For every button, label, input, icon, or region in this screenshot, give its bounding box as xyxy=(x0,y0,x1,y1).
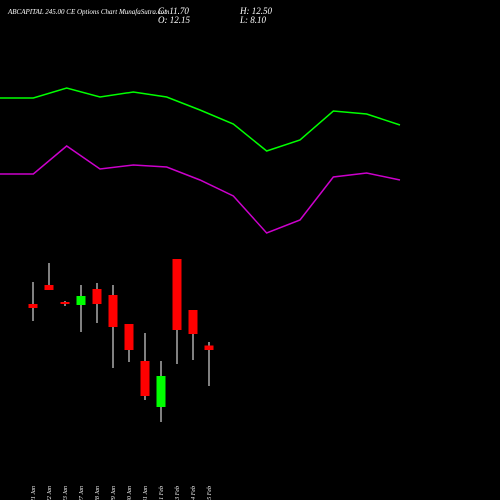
x-tick-label: 31 Jan xyxy=(143,486,149,500)
candle-body xyxy=(172,259,182,330)
candle-body xyxy=(188,310,198,334)
x-tick-label: 23 Jan xyxy=(63,486,69,500)
chart-title: ABCAPITAL 245.00 CE Options Chart Munafa… xyxy=(7,8,169,16)
x-tick-label: 03 Feb xyxy=(175,486,181,500)
candle-body xyxy=(108,295,118,327)
x-tick-label: 04 Feb xyxy=(190,486,197,500)
candle-body xyxy=(140,361,150,396)
candle-body xyxy=(92,289,102,304)
x-tick-label: 30 Jan xyxy=(127,486,133,500)
candle-body xyxy=(76,296,86,305)
info-low: L: 8.10 xyxy=(239,15,267,25)
indicator-line xyxy=(0,87,401,152)
info-high: H: 12.50 xyxy=(239,6,272,16)
indicator-line xyxy=(0,145,401,234)
x-tick-label: 21 Jan xyxy=(31,486,37,500)
info-close: C: 11.70 xyxy=(158,6,189,16)
x-tick-label: 27 Jan xyxy=(79,486,85,500)
x-tick-label: 28 Jan xyxy=(95,486,101,500)
candle-body xyxy=(156,376,166,407)
candle-body xyxy=(44,285,54,290)
candle-body xyxy=(124,324,134,350)
x-tick-label: 05 Feb xyxy=(207,486,213,500)
candle-body xyxy=(60,302,70,304)
info-open: O: 12.15 xyxy=(158,15,190,25)
candle-body xyxy=(204,345,214,350)
x-tick-label: 29 Jan xyxy=(111,486,117,500)
x-tick-label: 01 Feb xyxy=(159,486,165,500)
candle-body xyxy=(28,304,38,308)
x-tick-label: 22 Jan xyxy=(47,486,53,500)
